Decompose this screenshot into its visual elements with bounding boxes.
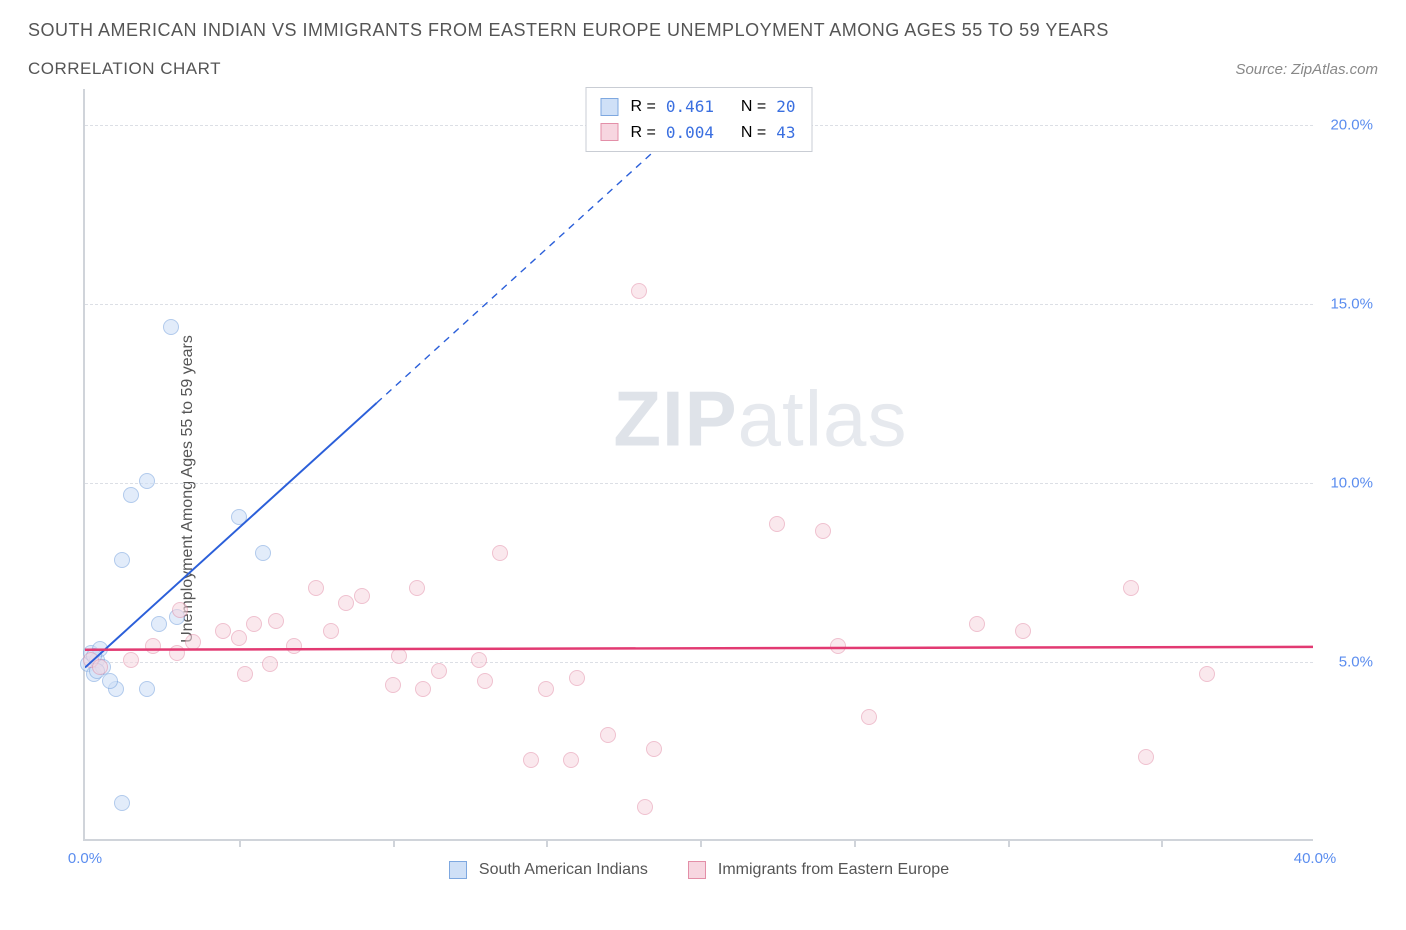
- data-point-iee: [631, 283, 647, 299]
- series-legend: South American Indians Immigrants from Ea…: [85, 861, 1313, 879]
- data-point-sai: [102, 673, 118, 689]
- data-point-iee: [123, 652, 139, 668]
- data-point-iee: [92, 659, 108, 675]
- data-point-iee: [477, 673, 493, 689]
- grid-line: [85, 304, 1313, 305]
- data-point-iee: [563, 752, 579, 768]
- x-tick-mark: [239, 839, 241, 847]
- x-tick-mark: [1161, 839, 1163, 847]
- data-point-iee: [385, 677, 401, 693]
- data-point-iee: [268, 613, 284, 629]
- chart-area: Unemployment Among Ages 55 to 59 years Z…: [28, 89, 1378, 889]
- data-point-sai: [139, 473, 155, 489]
- plot-region: ZIPatlas R =0.461 N =20R =0.004 N =43 So…: [83, 89, 1313, 841]
- data-point-iee: [538, 681, 554, 697]
- chart-subtitle: CORRELATION CHART: [28, 59, 221, 79]
- data-point-iee: [1123, 580, 1139, 596]
- x-tick-mark: [700, 839, 702, 847]
- data-point-iee: [169, 645, 185, 661]
- data-point-sai: [163, 319, 179, 335]
- data-point-sai: [114, 795, 130, 811]
- data-point-iee: [409, 580, 425, 596]
- chart-title: SOUTH AMERICAN INDIAN VS IMMIGRANTS FROM…: [28, 20, 1378, 41]
- series-legend-item-sai: South American Indians: [449, 861, 648, 879]
- data-point-iee: [646, 741, 662, 757]
- legend-r-label: R =: [630, 94, 655, 120]
- data-point-sai: [139, 681, 155, 697]
- grid-line: [85, 483, 1313, 484]
- data-point-sai: [231, 509, 247, 525]
- data-point-iee: [600, 727, 616, 743]
- series-label: South American Indians: [479, 861, 648, 879]
- legend-swatch: [600, 123, 618, 141]
- x-tick-label: 0.0%: [68, 850, 102, 867]
- legend-swatch: [449, 861, 467, 879]
- data-point-iee: [1138, 749, 1154, 765]
- x-tick-mark: [546, 839, 548, 847]
- legend-r-label: R =: [630, 120, 655, 146]
- data-point-iee: [237, 666, 253, 682]
- trend-line-iee: [85, 647, 1313, 650]
- legend-r-value: 0.461: [666, 94, 714, 120]
- y-tick-label: 5.0%: [1339, 653, 1373, 670]
- data-point-iee: [172, 602, 188, 618]
- data-point-iee: [185, 634, 201, 650]
- watermark: ZIPatlas: [613, 374, 907, 465]
- data-point-iee: [215, 623, 231, 639]
- legend-n-label: N =: [741, 120, 766, 146]
- data-point-iee: [830, 638, 846, 654]
- series-legend-item-iee: Immigrants from Eastern Europe: [688, 861, 949, 879]
- y-tick-label: 15.0%: [1330, 295, 1373, 312]
- trend-line-dash-sai: [377, 110, 699, 403]
- data-point-iee: [815, 523, 831, 539]
- data-point-iee: [431, 663, 447, 679]
- legend-swatch: [600, 98, 618, 116]
- data-point-iee: [637, 799, 653, 815]
- data-point-sai: [123, 487, 139, 503]
- data-point-sai: [114, 552, 130, 568]
- data-point-iee: [231, 630, 247, 646]
- data-point-iee: [471, 652, 487, 668]
- legend-r-value: 0.004: [666, 120, 714, 146]
- y-tick-label: 20.0%: [1330, 116, 1373, 133]
- data-point-iee: [308, 580, 324, 596]
- legend-n-value: 20: [776, 94, 795, 120]
- legend-n-value: 43: [776, 120, 795, 146]
- x-tick-mark: [1008, 839, 1010, 847]
- data-point-iee: [391, 648, 407, 664]
- data-point-iee: [262, 656, 278, 672]
- data-point-iee: [246, 616, 262, 632]
- data-point-iee: [354, 588, 370, 604]
- data-point-iee: [323, 623, 339, 639]
- data-point-iee: [1199, 666, 1215, 682]
- x-tick-mark: [393, 839, 395, 847]
- data-point-iee: [969, 616, 985, 632]
- data-point-iee: [145, 638, 161, 654]
- correlation-legend: R = 0.461 N = 20 R = 0.004 N = 43: [585, 87, 812, 152]
- subtitle-row: CORRELATION CHART Source: ZipAtlas.com: [28, 59, 1378, 79]
- legend-stat-row-iee: R = 0.004 N = 43: [600, 120, 797, 146]
- legend-swatch: [688, 861, 706, 879]
- data-point-iee: [569, 670, 585, 686]
- data-point-iee: [415, 681, 431, 697]
- x-tick-mark: [854, 839, 856, 847]
- data-point-iee: [861, 709, 877, 725]
- data-point-sai: [255, 545, 271, 561]
- data-point-iee: [523, 752, 539, 768]
- series-label: Immigrants from Eastern Europe: [718, 861, 949, 879]
- data-point-iee: [769, 516, 785, 532]
- data-point-sai: [151, 616, 167, 632]
- y-tick-label: 10.0%: [1330, 474, 1373, 491]
- data-point-iee: [1015, 623, 1031, 639]
- data-point-iee: [338, 595, 354, 611]
- data-point-iee: [286, 638, 302, 654]
- data-point-iee: [492, 545, 508, 561]
- legend-n-label: N =: [741, 94, 766, 120]
- source-attribution: Source: ZipAtlas.com: [1235, 61, 1378, 78]
- legend-stat-row-sai: R = 0.461 N = 20: [600, 94, 797, 120]
- x-tick-label: 40.0%: [1294, 850, 1337, 867]
